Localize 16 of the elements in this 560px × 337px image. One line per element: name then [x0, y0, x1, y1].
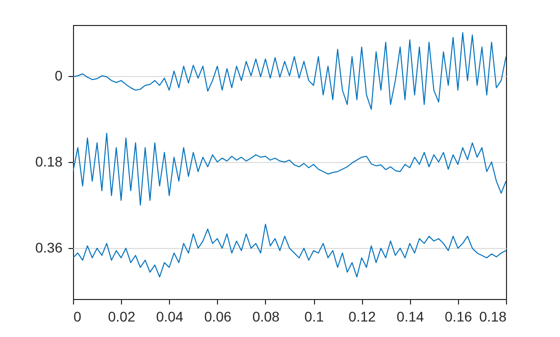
y-tick-label: 0.18	[35, 154, 63, 170]
y-tick-label: 0	[54, 67, 63, 84]
line-series	[73, 132, 506, 206]
x-tick-label: 0.16	[444, 308, 472, 324]
line-series	[73, 224, 506, 278]
x-tick-label: 0.02	[108, 308, 136, 324]
x-tick-label: 0.1	[304, 308, 324, 324]
x-tick-label: 0	[74, 308, 82, 324]
x-tick-label: 0.04	[156, 308, 184, 324]
x-tick-label: 0.08	[252, 308, 280, 324]
y-tick-label: 0.36	[35, 240, 63, 256]
x-tick-label: 0.12	[348, 308, 376, 324]
line-series	[73, 32, 506, 110]
x-tick-label: 0.18	[479, 308, 507, 324]
x-tick-label: 0.14	[396, 308, 424, 324]
x-tick-label: 0.06	[204, 308, 232, 324]
